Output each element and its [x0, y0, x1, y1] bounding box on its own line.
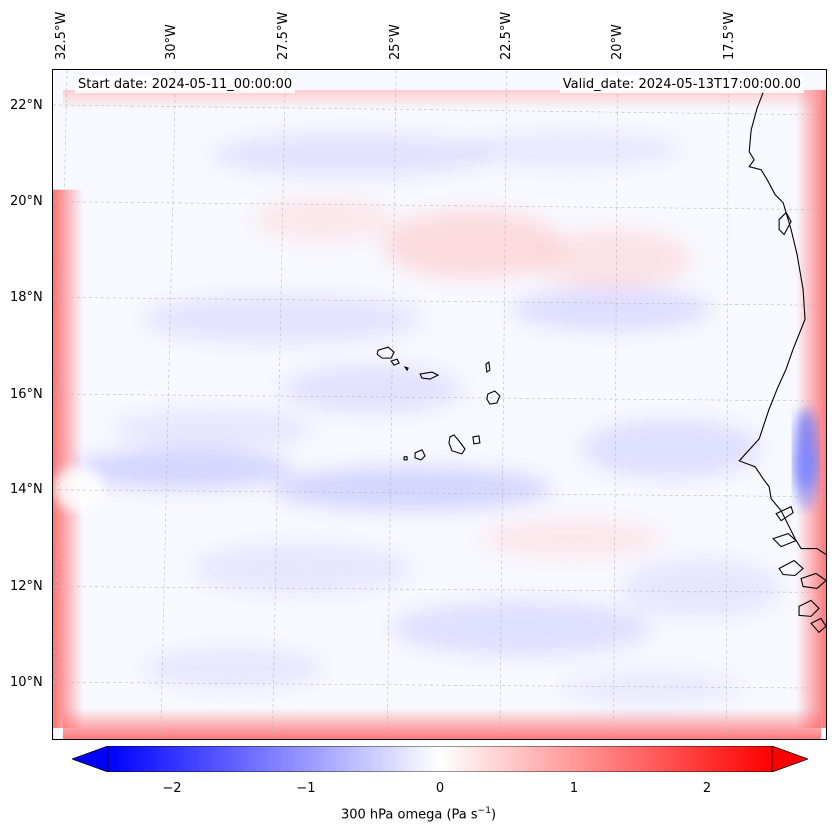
lat-label-14n: 14°N [10, 482, 43, 497]
colorbar-low-extension [72, 746, 109, 772]
colorbar-label-suffix: ) [490, 807, 497, 823]
colorbar-tick-2: 2 [702, 781, 712, 796]
omega-blobs [72, 131, 782, 707]
lat-label-22n: 22°N [10, 98, 43, 113]
colorbar-tick-minus1: −1 [296, 781, 316, 796]
colorbar-tick-1: 1 [569, 781, 579, 796]
colorbar-label-exponent: −1 [477, 806, 491, 816]
lat-label-20n: 20°N [10, 194, 43, 209]
valid-date-label: Valid_date: 2024-05-13T17:00:00.00 [559, 76, 804, 93]
lon-label-25w: 25°W [388, 24, 403, 60]
lon-label-27-5w: 27.5°W [276, 11, 291, 60]
lon-label-20w: 20°W [610, 24, 625, 60]
colorbar [72, 746, 808, 772]
lon-label-30w: 30°W [164, 24, 179, 60]
lat-label-12n: 12°N [10, 579, 43, 594]
africa-coastline [738, 89, 826, 634]
boundary-zone [53, 89, 826, 739]
lat-label-16n: 16°N [10, 387, 43, 402]
colorbar-label: 300 hPa omega (Pa s−1) [0, 806, 837, 822]
colorbar-high-extension [771, 746, 808, 772]
start-date-label: Start date: 2024-05-11_00:00:00 [75, 76, 296, 93]
colorbar-tick-minus2: −2 [162, 781, 182, 796]
lat-label-18n: 18°N [10, 290, 43, 305]
colorbar-body [107, 746, 773, 772]
graticule [53, 70, 826, 739]
colorbar-label-text: 300 hPa omega (Pa s [340, 807, 478, 823]
map-panel[interactable]: Start date: 2024-05-11_00:00:00 Valid_da… [52, 69, 827, 740]
cape-verde-islands [376, 346, 501, 461]
lon-label-32-5w: 32.5°W [54, 11, 69, 60]
colorbar-tick-0: 0 [435, 781, 445, 796]
lon-label-22-5w: 22.5°W [499, 11, 514, 60]
lon-label-17-5w: 17.5°W [722, 11, 737, 60]
lat-label-10n: 10°N [10, 675, 43, 690]
omega-field [53, 70, 826, 739]
